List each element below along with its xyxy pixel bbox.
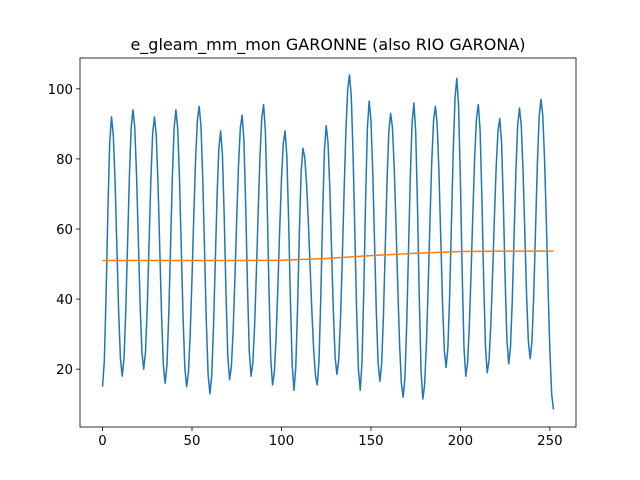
x-tick-label: 100 bbox=[269, 434, 294, 449]
x-tick-label: 200 bbox=[448, 434, 473, 449]
y-tick-label: 100 bbox=[48, 83, 73, 98]
y-tick-label: 60 bbox=[56, 223, 73, 238]
data-line bbox=[101, 74, 555, 410]
x-tick-label: 250 bbox=[537, 434, 562, 449]
x-tick-label: 50 bbox=[184, 434, 201, 449]
y-tick-label: 20 bbox=[56, 363, 73, 378]
y-tick-label: 80 bbox=[56, 153, 73, 168]
x-tick-label: 150 bbox=[358, 434, 383, 449]
plot-frame bbox=[79, 57, 577, 428]
x-tick-label: 0 bbox=[98, 434, 106, 449]
data-line bbox=[102, 250, 554, 262]
y-tick-label: 40 bbox=[56, 293, 73, 308]
chart-title: e_gleam_mm_mon GARONNE (also RIO GARONA) bbox=[130, 35, 525, 55]
